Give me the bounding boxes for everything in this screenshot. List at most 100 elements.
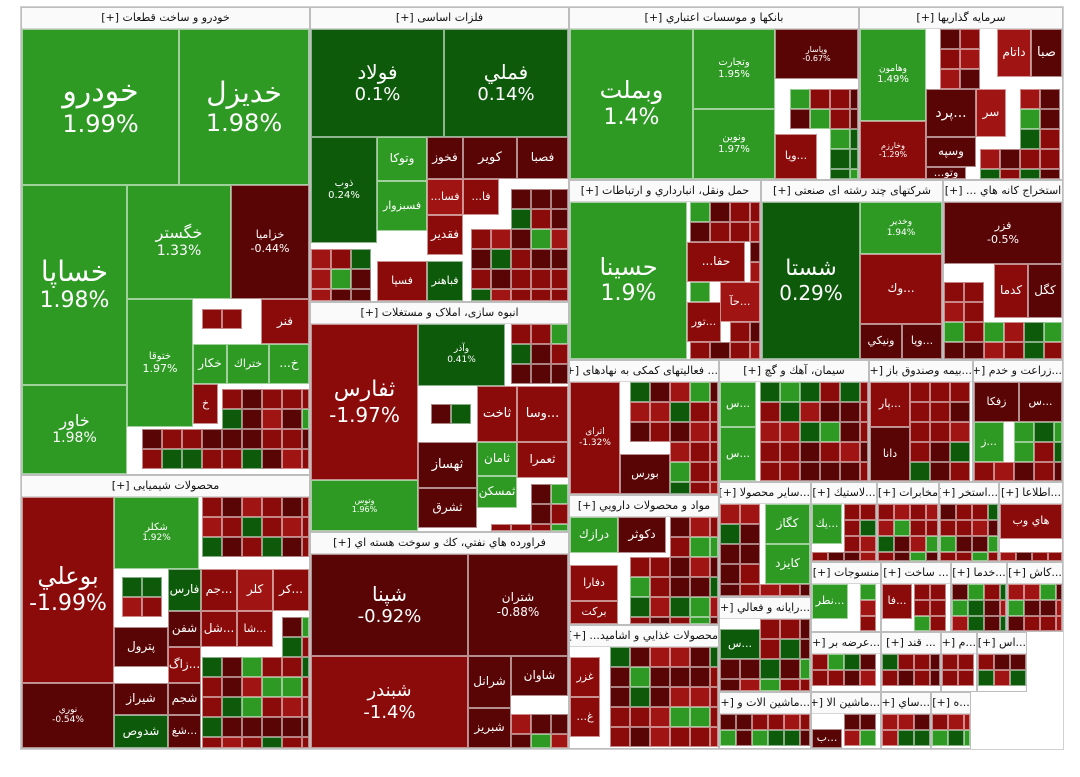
minor-stock-tile[interactable] — [262, 497, 282, 517]
stock-tile[interactable]: ...جم — [201, 569, 237, 611]
minor-stock-tile[interactable] — [142, 577, 162, 597]
minor-stock-tile[interactable] — [898, 654, 914, 670]
minor-stock-tile[interactable] — [1020, 109, 1040, 129]
minor-stock-tile[interactable] — [491, 249, 511, 269]
stock-tile[interactable]: كدما — [994, 264, 1028, 318]
minor-stock-tile[interactable] — [968, 600, 984, 616]
minor-stock-tile[interactable] — [202, 309, 222, 329]
minor-stock-tile[interactable] — [282, 737, 302, 748]
minor-stock-tile[interactable] — [222, 657, 242, 677]
sector-title[interactable]: سرمايه گذاريها [+] — [860, 8, 1062, 29]
minor-stock-tile[interactable] — [531, 229, 551, 249]
minor-stock-tile[interactable] — [142, 429, 162, 449]
minor-stock-tile[interactable] — [690, 557, 710, 577]
minor-stock-tile[interactable] — [1040, 600, 1056, 616]
minor-stock-tile[interactable] — [820, 402, 840, 422]
minor-stock-tile[interactable] — [142, 449, 162, 469]
minor-stock-tile[interactable] — [720, 564, 740, 584]
minor-stock-tile[interactable] — [302, 517, 309, 537]
minor-stock-tile[interactable] — [262, 737, 282, 748]
minor-stock-tile[interactable] — [511, 524, 531, 531]
sector[interactable]: ...رايانه و فعالي [+] ...س — [719, 597, 811, 692]
minor-stock-tile[interactable] — [1016, 552, 1032, 561]
stock-tile[interactable]: ...حآ — [720, 282, 760, 322]
minor-stock-tile[interactable] — [930, 422, 950, 442]
minor-stock-tile[interactable] — [1014, 462, 1034, 481]
minor-stock-tile[interactable] — [752, 714, 768, 730]
minor-stock-tile[interactable] — [972, 536, 988, 552]
minor-stock-tile[interactable] — [610, 687, 630, 707]
minor-stock-tile[interactable] — [202, 677, 222, 697]
minor-stock-tile[interactable] — [720, 730, 736, 746]
minor-stock-tile[interactable] — [878, 552, 894, 561]
minor-stock-tile[interactable] — [944, 342, 964, 359]
stock-tile[interactable]: ...فا — [882, 584, 912, 619]
stock-tile[interactable]: فباهنر — [427, 261, 463, 301]
stock-tile[interactable]: شتران -0.88% — [468, 554, 568, 656]
sector[interactable]: حمل ونقل، انبارداري و ارتباطات [+] حسينا 1… — [569, 180, 761, 360]
minor-stock-tile[interactable] — [242, 497, 262, 517]
minor-stock-tile[interactable] — [860, 584, 876, 600]
minor-stock-tile[interactable] — [860, 670, 876, 686]
sector[interactable]: خودرو و ساخت قطعات [+] خودرو 1.99% خديزل 1.9… — [21, 7, 310, 475]
minor-stock-tile[interactable] — [690, 222, 710, 242]
minor-stock-tile[interactable] — [670, 557, 690, 577]
minor-stock-tile[interactable] — [980, 149, 1000, 169]
sector-title[interactable]: استخراج كانه هاي ... [+] — [944, 181, 1062, 202]
minor-stock-tile[interactable] — [451, 404, 471, 424]
sector[interactable]: ... قند [+] — [881, 632, 941, 692]
minor-stock-tile[interactable] — [800, 462, 820, 481]
minor-stock-tile[interactable] — [736, 730, 752, 746]
minor-stock-tile[interactable] — [511, 249, 531, 269]
minor-stock-tile[interactable] — [910, 402, 930, 422]
stock-tile[interactable]: ختراك — [227, 344, 269, 384]
minor-stock-tile[interactable] — [690, 647, 710, 667]
minor-stock-tile[interactable] — [471, 269, 491, 289]
minor-stock-tile[interactable] — [202, 737, 222, 748]
minor-stock-tile[interactable] — [222, 737, 242, 748]
minor-stock-tile[interactable] — [690, 402, 710, 422]
minor-stock-tile[interactable] — [551, 324, 568, 344]
minor-stock-tile[interactable] — [830, 129, 850, 149]
minor-stock-tile[interactable] — [750, 222, 760, 242]
minor-stock-tile[interactable] — [972, 520, 988, 536]
minor-stock-tile[interactable] — [670, 727, 690, 747]
minor-stock-tile[interactable] — [690, 667, 710, 687]
stock-tile[interactable]: فملي 0.14% — [444, 29, 568, 137]
stock-tile[interactable]: درازك — [570, 517, 618, 553]
minor-stock-tile[interactable] — [610, 707, 630, 727]
minor-stock-tile[interactable] — [262, 697, 282, 717]
sector-title[interactable]: محصولات غذايي و اشاميد... [+] — [570, 626, 718, 647]
minor-stock-tile[interactable] — [302, 637, 309, 657]
stock-tile[interactable]: كگل — [1028, 264, 1062, 318]
minor-stock-tile[interactable] — [531, 734, 551, 748]
stock-tile[interactable]: دانا — [870, 427, 910, 481]
sector[interactable]: استخراج كانه هاي ... [+] فزر -0.5% كدما كگل — [943, 180, 1063, 360]
minor-stock-tile[interactable] — [630, 667, 650, 687]
minor-stock-tile[interactable] — [930, 616, 946, 631]
minor-stock-tile[interactable] — [710, 537, 718, 557]
stock-tile[interactable]: بركت — [570, 601, 618, 624]
minor-stock-tile[interactable] — [894, 520, 910, 536]
stock-tile[interactable]: وخارزم -1.29% — [860, 121, 926, 179]
minor-stock-tile[interactable] — [222, 389, 242, 409]
minor-stock-tile[interactable] — [828, 654, 844, 670]
minor-stock-tile[interactable] — [894, 504, 910, 520]
minor-stock-tile[interactable] — [780, 462, 800, 481]
minor-stock-tile[interactable] — [840, 402, 860, 422]
minor-stock-tile[interactable] — [282, 409, 302, 429]
minor-stock-tile[interactable] — [1014, 442, 1034, 462]
minor-stock-tile[interactable] — [800, 619, 810, 639]
minor-stock-tile[interactable] — [720, 504, 740, 524]
sector-title[interactable]: ...خدما [+] — [952, 563, 1006, 584]
minor-stock-tile[interactable] — [994, 462, 1014, 481]
minor-stock-tile[interactable] — [910, 552, 926, 561]
sector-title[interactable]: ...ساي [+] — [882, 693, 930, 714]
minor-stock-tile[interactable] — [830, 149, 850, 169]
minor-stock-tile[interactable] — [650, 557, 670, 577]
minor-stock-tile[interactable] — [910, 382, 930, 402]
minor-stock-tile[interactable] — [850, 169, 858, 179]
minor-stock-tile[interactable] — [944, 282, 964, 302]
minor-stock-tile[interactable] — [262, 429, 282, 449]
minor-stock-tile[interactable] — [690, 517, 710, 537]
